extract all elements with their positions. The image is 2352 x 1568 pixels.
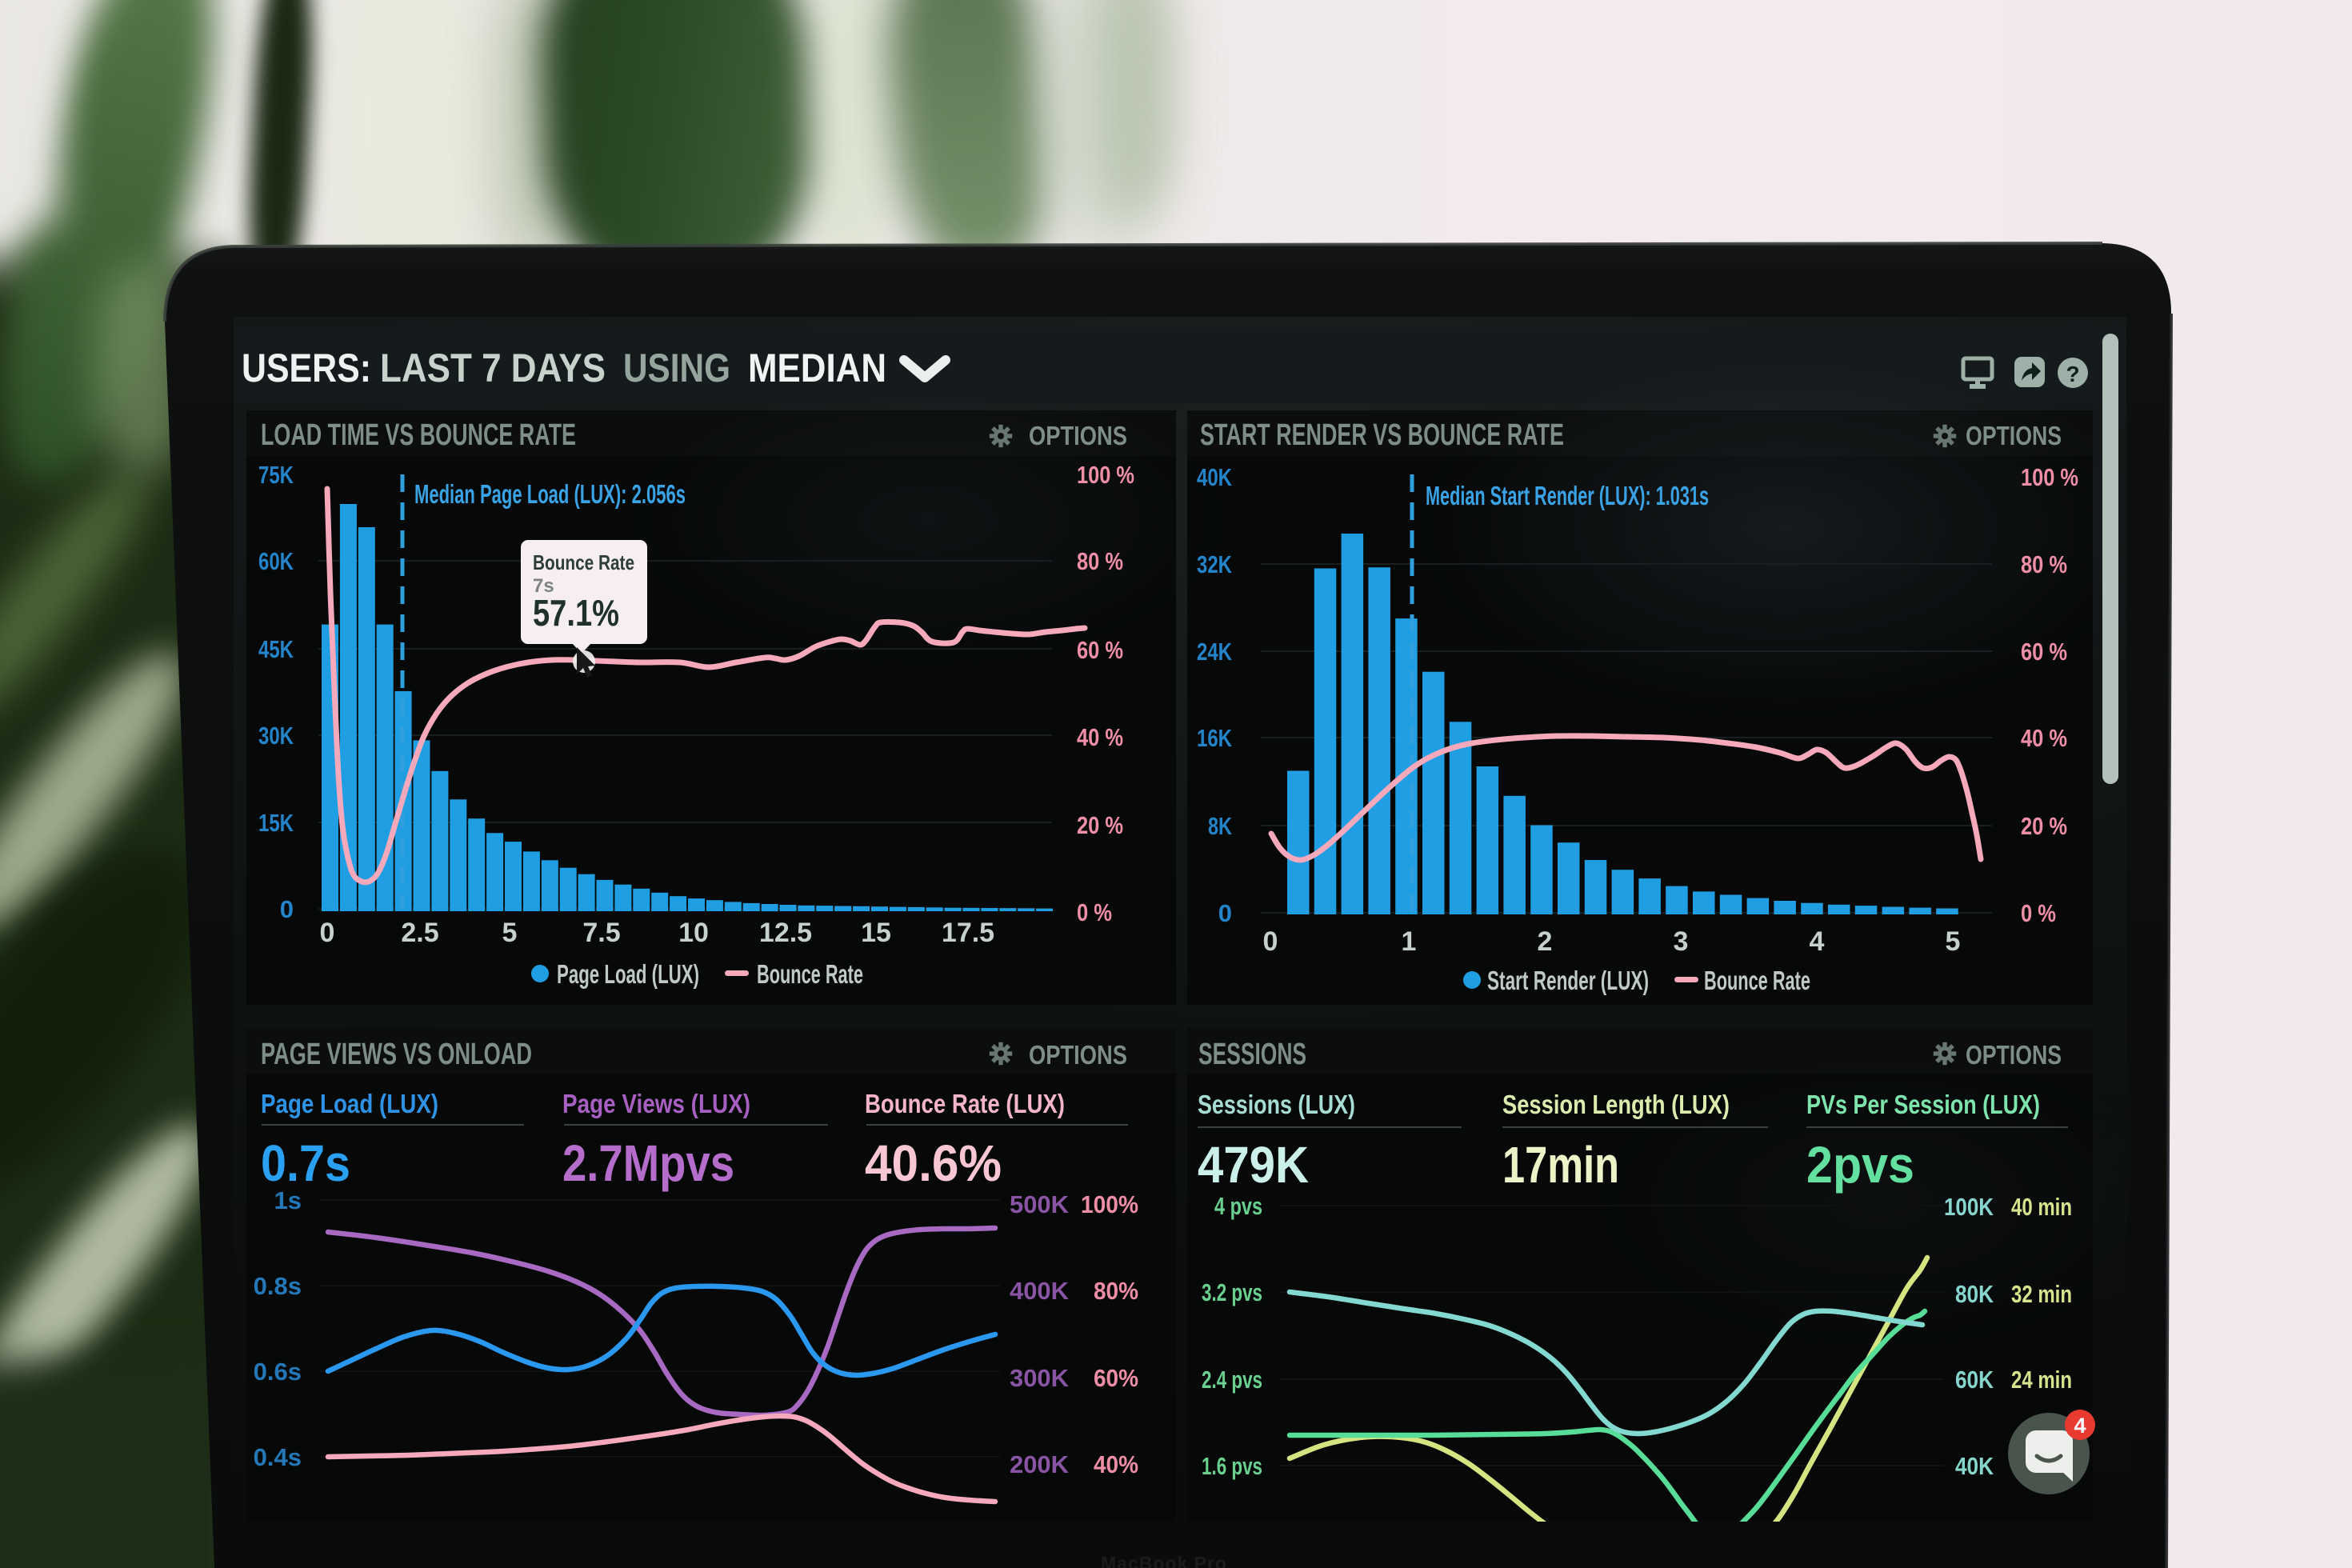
- svg-text:START RENDER VS BOUNCE RATE: START RENDER VS BOUNCE RATE: [1200, 418, 1564, 452]
- svg-text:2: 2: [1538, 926, 1553, 957]
- svg-text:2.5: 2.5: [401, 918, 438, 948]
- svg-text:Median Page Load (LUX): 2.056s: Median Page Load (LUX): 2.056s: [414, 479, 686, 509]
- svg-text:Bounce Rate: Bounce Rate: [757, 959, 863, 989]
- svg-text:80K: 80K: [1955, 1280, 1994, 1308]
- svg-text:0.6s: 0.6s: [254, 1358, 302, 1386]
- svg-text:60 %: 60 %: [2021, 638, 2067, 666]
- svg-text:7.5: 7.5: [582, 918, 620, 948]
- svg-text:4 pvs: 4 pvs: [1214, 1192, 1262, 1220]
- svg-text:24K: 24K: [1197, 638, 1232, 666]
- svg-text:100%: 100%: [1081, 1190, 1138, 1218]
- svg-text:40K: 40K: [1197, 463, 1232, 491]
- svg-text:2.7Mpvs: 2.7Mpvs: [562, 1134, 734, 1192]
- svg-text:5: 5: [502, 918, 518, 948]
- svg-text:24 min: 24 min: [2011, 1366, 2072, 1394]
- svg-text:400K: 400K: [1010, 1277, 1070, 1305]
- svg-text:Sessions (LUX): Sessions (LUX): [1198, 1090, 1355, 1119]
- svg-text:8K: 8K: [1208, 812, 1232, 840]
- svg-text:0.7s: 0.7s: [261, 1134, 350, 1192]
- svg-text:0: 0: [1263, 926, 1278, 957]
- svg-text:PAGE VIEWS VS ONLOAD: PAGE VIEWS VS ONLOAD: [261, 1038, 532, 1071]
- svg-text:Bounce Rate: Bounce Rate: [533, 550, 634, 574]
- svg-text:0.4s: 0.4s: [254, 1443, 302, 1471]
- svg-text:17min: 17min: [1502, 1136, 1619, 1194]
- svg-text:1s: 1s: [274, 1186, 302, 1214]
- svg-text:3.2 pvs: 3.2 pvs: [1202, 1278, 1262, 1306]
- svg-text:OPTIONS: OPTIONS: [1029, 421, 1127, 450]
- svg-text:1: 1: [1402, 926, 1417, 957]
- svg-text:SESSIONS: SESSIONS: [1198, 1038, 1306, 1071]
- svg-text:OPTIONS: OPTIONS: [1029, 1040, 1127, 1070]
- svg-text:80%: 80%: [1094, 1277, 1138, 1305]
- svg-text:40K: 40K: [1955, 1452, 1994, 1480]
- svg-text:17.5: 17.5: [942, 918, 994, 948]
- svg-text:479K: 479K: [1198, 1136, 1309, 1194]
- svg-text:80 %: 80 %: [1077, 547, 1123, 575]
- svg-text:2pvs: 2pvs: [1806, 1136, 1914, 1194]
- svg-text:300K: 300K: [1010, 1364, 1070, 1392]
- svg-text:5: 5: [1946, 926, 1961, 957]
- svg-text:2.4 pvs: 2.4 pvs: [1202, 1366, 1262, 1394]
- svg-text:Page Views (LUX): Page Views (LUX): [562, 1089, 750, 1118]
- svg-text:60%: 60%: [1094, 1364, 1138, 1392]
- svg-text:60K: 60K: [1955, 1366, 1994, 1394]
- svg-text:1.6 pvs: 1.6 pvs: [1202, 1452, 1262, 1480]
- svg-text:45K: 45K: [258, 635, 294, 663]
- svg-text:40 %: 40 %: [2021, 724, 2067, 752]
- svg-text:MEDIAN: MEDIAN: [748, 346, 886, 390]
- svg-text:60K: 60K: [258, 547, 294, 575]
- svg-text:20 %: 20 %: [2021, 812, 2067, 840]
- svg-text:500K: 500K: [1010, 1190, 1070, 1218]
- svg-text:OPTIONS: OPTIONS: [1966, 421, 2062, 450]
- svg-text:3: 3: [1674, 926, 1689, 957]
- svg-text:LOAD TIME VS BOUNCE RATE: LOAD TIME VS BOUNCE RATE: [261, 418, 576, 452]
- svg-text:100 %: 100 %: [1077, 461, 1134, 489]
- svg-text:12.5: 12.5: [759, 918, 812, 948]
- svg-text:0 %: 0 %: [1077, 898, 1112, 926]
- svg-text:MacBook Pro: MacBook Pro: [1101, 1553, 1227, 1568]
- svg-text:57.1%: 57.1%: [533, 592, 619, 634]
- svg-text:60 %: 60 %: [1077, 636, 1123, 664]
- svg-text:40%: 40%: [1094, 1450, 1138, 1478]
- svg-text:0: 0: [1218, 899, 1232, 927]
- svg-text:40.6%: 40.6%: [865, 1134, 1002, 1192]
- svg-text:0: 0: [280, 895, 294, 923]
- svg-text:Median Start Render (LUX): 1.0: Median Start Render (LUX): 1.031s: [1426, 481, 1709, 510]
- svg-text:15: 15: [861, 918, 891, 948]
- svg-text:LAST 7 DAYS: LAST 7 DAYS: [380, 346, 606, 390]
- svg-text:4: 4: [1810, 926, 1825, 957]
- svg-text:20 %: 20 %: [1077, 811, 1123, 839]
- svg-text:USING: USING: [623, 346, 730, 390]
- svg-text:OPTIONS: OPTIONS: [1966, 1040, 2062, 1070]
- svg-text:30K: 30K: [258, 722, 294, 750]
- svg-text:40 min: 40 min: [2011, 1193, 2072, 1221]
- svg-text:4: 4: [2074, 1414, 2086, 1438]
- svg-text:Bounce Rate: Bounce Rate: [1704, 966, 1810, 995]
- svg-text:10: 10: [678, 918, 709, 948]
- svg-text:?: ?: [2066, 362, 2079, 386]
- svg-text:32 min: 32 min: [2011, 1280, 2072, 1308]
- svg-text:100 %: 100 %: [2021, 463, 2078, 491]
- svg-text:0.8s: 0.8s: [254, 1272, 302, 1300]
- svg-text:32K: 32K: [1197, 550, 1232, 578]
- svg-text:Page Load (LUX): Page Load (LUX): [557, 959, 699, 989]
- svg-text:Session Length (LUX): Session Length (LUX): [1502, 1090, 1730, 1119]
- svg-text:15K: 15K: [258, 809, 294, 837]
- svg-text:0 %: 0 %: [2021, 899, 2056, 927]
- svg-text:PVs Per Session (LUX): PVs Per Session (LUX): [1806, 1090, 2040, 1119]
- svg-text:7s: 7s: [533, 575, 554, 597]
- svg-text:75K: 75K: [258, 461, 294, 489]
- svg-text:40 %: 40 %: [1077, 723, 1123, 751]
- svg-text:16K: 16K: [1197, 724, 1232, 752]
- svg-text:Page Load (LUX): Page Load (LUX): [261, 1089, 438, 1118]
- svg-text:Start Render (LUX): Start Render (LUX): [1487, 966, 1649, 995]
- svg-text:Bounce Rate (LUX): Bounce Rate (LUX): [865, 1089, 1065, 1118]
- svg-text:0: 0: [320, 918, 335, 948]
- svg-text:80 %: 80 %: [2021, 550, 2067, 578]
- svg-text:USERS:: USERS:: [242, 346, 371, 390]
- svg-text:100K: 100K: [1944, 1193, 1994, 1221]
- svg-text:200K: 200K: [1010, 1450, 1070, 1478]
